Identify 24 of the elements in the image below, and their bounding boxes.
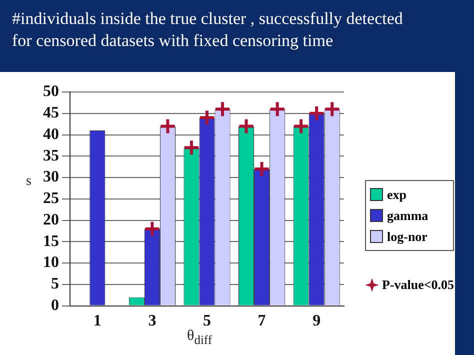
- y-tick-label: 10: [43, 254, 59, 272]
- y-tick-label: 45: [43, 104, 59, 122]
- x-tick-label: 5: [203, 312, 211, 330]
- x-tick-label: 9: [312, 312, 321, 330]
- text: for censored datasets with fixed censoring time: [12, 31, 334, 50]
- y-tick-label: 50: [43, 83, 59, 100]
- y-tick-label: 35: [43, 147, 59, 164]
- y-axis-title: s: [26, 174, 32, 190]
- y-tick-label: 30: [43, 168, 59, 186]
- legend-label: gamma: [387, 208, 428, 224]
- x-axis-title: θ$_{diff}$: [187, 328, 212, 348]
- y-tick-label: 15: [43, 232, 59, 250]
- legend-label: log-nor: [387, 228, 428, 244]
- legend-label: P-value<0.05: [382, 277, 454, 293]
- x-tick-label: 1: [93, 312, 102, 330]
- legend-label: exp: [387, 186, 406, 202]
- text: #individuals inside the true cluster , successfully detected: [12, 9, 403, 28]
- y-tick-label: 5: [51, 276, 59, 293]
- y-tick-label: 40: [43, 126, 59, 143]
- y-tick-label: 0: [51, 296, 59, 314]
- x-tick-label: 7: [258, 312, 266, 330]
- y-tick-label: 25: [43, 190, 59, 208]
- x-tick-label: 3: [148, 312, 156, 330]
- y-tick-label: 20: [43, 211, 59, 228]
